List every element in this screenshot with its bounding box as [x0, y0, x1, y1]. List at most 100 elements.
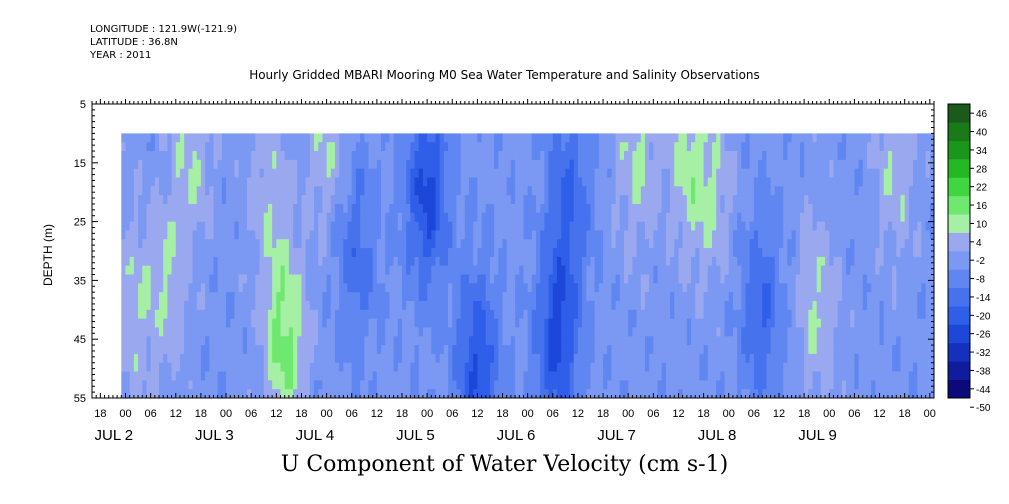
- heatmap-cell: [548, 371, 554, 381]
- heatmap-cell: [674, 159, 679, 170]
- heatmap-cell: [791, 203, 797, 214]
- heatmap-cell: [355, 389, 361, 399]
- heatmap-cell: [661, 353, 667, 364]
- heatmap-cell: [414, 230, 420, 240]
- heatmap-cell: [728, 230, 734, 240]
- heatmap-cell: [339, 371, 344, 381]
- heatmap-cell: [473, 389, 478, 399]
- heatmap-cell: [217, 230, 223, 240]
- heatmap-cell: [720, 380, 725, 390]
- heatmap-cell: [611, 230, 617, 240]
- heatmap-cell: [276, 389, 281, 399]
- heatmap-cell: [682, 221, 688, 231]
- heatmap-cell: [288, 353, 294, 364]
- heatmap-cell: [318, 239, 323, 249]
- heatmap-cell: [485, 300, 491, 311]
- heatmap-cell: [678, 239, 684, 249]
- heatmap-cell: [192, 345, 198, 355]
- heatmap-cell: [808, 336, 813, 346]
- heatmap-cell: [326, 177, 332, 187]
- heatmap-cell: [142, 186, 147, 196]
- heatmap-cell: [121, 186, 126, 196]
- heatmap-cell: [368, 300, 374, 311]
- heatmap-cell: [628, 195, 633, 205]
- heatmap-cell: [301, 300, 307, 311]
- heatmap-cell: [774, 142, 780, 152]
- heatmap-cell: [167, 203, 172, 214]
- heatmap-cell: [326, 239, 332, 249]
- heatmap-cell: [640, 309, 646, 320]
- heatmap-cell: [326, 283, 332, 293]
- heatmap-cell: [770, 265, 776, 275]
- heatmap-cell: [343, 353, 348, 364]
- heatmap-cell: [523, 133, 529, 143]
- heatmap-cell: [242, 212, 248, 222]
- heatmap-cell: [284, 239, 290, 249]
- heatmap-cell: [422, 389, 428, 399]
- heatmap-cell: [276, 221, 281, 231]
- heatmap-cell: [368, 168, 374, 178]
- heatmap-cell: [716, 248, 721, 258]
- heatmap-cell: [150, 345, 156, 355]
- heatmap-cell: [720, 186, 725, 196]
- heatmap-cell: [372, 380, 378, 390]
- heatmap-cell: [808, 230, 813, 240]
- heatmap-cell: [770, 353, 776, 364]
- heatmap-cell: [263, 142, 269, 152]
- heatmap-cell: [133, 239, 139, 249]
- heatmap-cell: [351, 168, 357, 178]
- heatmap-cell: [749, 142, 755, 152]
- heatmap-cell: [678, 292, 684, 302]
- heatmap-cell: [653, 292, 658, 302]
- heatmap-cell: [598, 142, 604, 152]
- heatmap-cell: [351, 142, 357, 152]
- heatmap-cell: [355, 300, 361, 311]
- heatmap-cell: [774, 318, 780, 328]
- heatmap-cell: [624, 151, 629, 161]
- heatmap-cell: [154, 283, 160, 293]
- heatmap-cell: [477, 177, 482, 187]
- heatmap-cell: [401, 274, 407, 284]
- heatmap-cell: [414, 195, 420, 205]
- heatmap-cell: [406, 380, 411, 390]
- heatmap-cell: [561, 283, 566, 293]
- heatmap-cell: [682, 177, 688, 187]
- heatmap-cell: [586, 177, 591, 187]
- heatmap-cell: [439, 309, 445, 320]
- heatmap-cell: [339, 380, 344, 390]
- heatmap-cell: [305, 274, 311, 284]
- heatmap-cell: [351, 221, 357, 231]
- heatmap-cell: [154, 239, 160, 249]
- heatmap-cell: [443, 318, 449, 328]
- heatmap-cell: [691, 274, 696, 284]
- heatmap-cell: [301, 221, 307, 231]
- heatmap-cell: [691, 142, 696, 152]
- heatmap-cell: [577, 221, 583, 231]
- heatmap-cell: [519, 318, 524, 328]
- heatmap-cell: [456, 142, 462, 152]
- heatmap-cell: [217, 133, 223, 143]
- heatmap-cell: [171, 133, 177, 143]
- heatmap-cell: [481, 186, 487, 196]
- heatmap-cell: [368, 159, 374, 170]
- heatmap-cell: [711, 353, 717, 364]
- heatmap-cell: [389, 186, 395, 196]
- heatmap-cell: [703, 133, 709, 143]
- heatmap-cell: [770, 292, 776, 302]
- heatmap-cell: [753, 203, 759, 214]
- heatmap-cell: [661, 186, 667, 196]
- heatmap-cell: [347, 248, 353, 258]
- heatmap-cell: [146, 239, 152, 249]
- heatmap-cell: [695, 265, 700, 275]
- heatmap-cell: [624, 327, 629, 337]
- heatmap-cell: [368, 309, 374, 320]
- heatmap-cell: [293, 221, 298, 231]
- heatmap-cell: [385, 353, 390, 364]
- heatmap-cell: [556, 256, 562, 267]
- heatmap-cell: [649, 292, 654, 302]
- heatmap-cell: [376, 221, 382, 231]
- heatmap-cell: [636, 389, 642, 399]
- heatmap-cell: [351, 274, 357, 284]
- heatmap-cell: [728, 292, 734, 302]
- heatmap-cell: [728, 265, 734, 275]
